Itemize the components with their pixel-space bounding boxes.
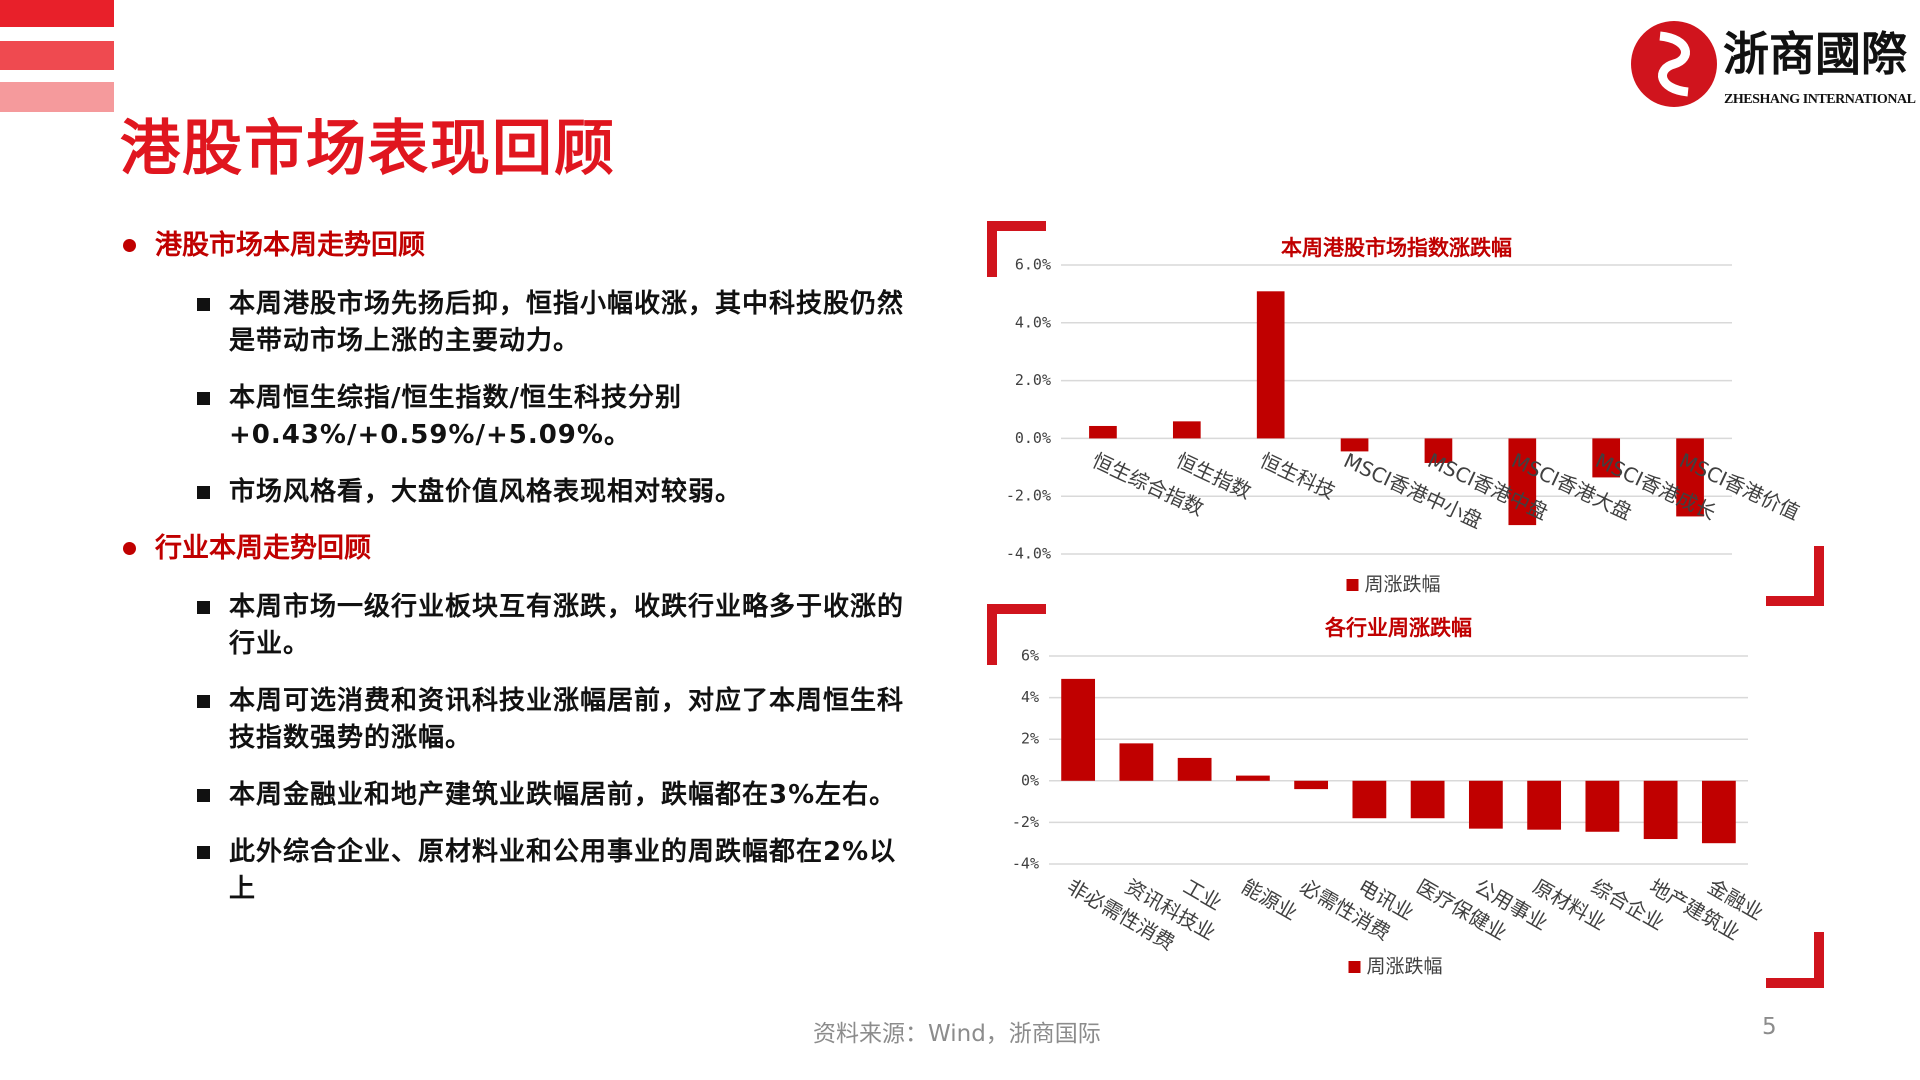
x-tick-label: 恒生科技: [1256, 448, 1339, 504]
top-stripe: [0, 41, 114, 70]
y-tick-label: 6.0%: [1015, 256, 1051, 274]
x-tick-label: 能源业: [1238, 874, 1302, 925]
bracket: [987, 221, 997, 277]
y-tick-label: 0%: [1021, 771, 1039, 789]
bar: [1508, 438, 1537, 526]
y-tick-label: 2%: [1021, 730, 1039, 748]
bracket: [987, 221, 1046, 231]
bar: [1468, 780, 1503, 829]
corner-brackets: [987, 221, 1824, 988]
bracket: [987, 604, 1046, 614]
bar: [1701, 780, 1736, 844]
legend-swatch: [1346, 579, 1359, 591]
slide-title: 港股市场表现回顾: [120, 114, 616, 184]
y-tick-label: 4.0%: [1015, 313, 1051, 331]
bar: [1585, 780, 1620, 832]
bar: [1352, 780, 1387, 819]
logo-swirl: [1658, 31, 1690, 97]
source-note: 资料来源：Wind，浙商国际: [813, 1021, 1101, 1047]
bar: [1235, 775, 1270, 781]
bar: [1592, 438, 1621, 478]
logo-cn: 浙商國際: [1723, 27, 1907, 81]
y-tick-label: -4%: [1012, 855, 1039, 873]
bar: [1177, 757, 1212, 781]
bar: [1424, 438, 1453, 463]
bullet: 此外综合企业、原材料业和公用事业的周跌幅都在2%以上: [197, 834, 919, 908]
section: 港股市场本周走势回顾本周港股市场先扬后抑，恒指小幅收涨，其中科技股仍然是带动市场…: [123, 226, 923, 511]
bracket: [1766, 596, 1824, 606]
section-heading: 行业本周走势回顾: [123, 529, 923, 569]
top-stripe: [0, 82, 114, 112]
bracket: [1766, 978, 1824, 988]
bar: [1172, 421, 1201, 439]
logo: 浙商國際 ZHESHANG INTERNATIONAL: [1631, 21, 1916, 107]
y-tick-label: -2%: [1012, 813, 1039, 831]
bullet: 本周港股市场先扬后抑，恒指小幅收涨，其中科技股仍然是带动市场上涨的主要动力。: [197, 286, 919, 360]
page-number: 5: [1762, 1014, 1777, 1040]
bar: [1527, 780, 1562, 830]
y-tick-label: 2.0%: [1015, 371, 1051, 389]
chart-title: 各行业周涨跌幅: [1324, 616, 1472, 640]
chart-title: 本周港股市场指数涨跌幅: [1281, 236, 1512, 260]
y-tick-label: -2.0%: [1006, 487, 1051, 505]
bar: [1256, 291, 1285, 439]
bar: [1643, 780, 1678, 840]
bar: [1089, 425, 1117, 439]
section-heading: 港股市场本周走势回顾: [123, 226, 923, 266]
y-tick-label: 0.0%: [1015, 429, 1051, 447]
bracket: [987, 604, 997, 665]
legend-swatch: [1348, 961, 1361, 973]
bar: [1676, 438, 1704, 517]
section: 行业本周走势回顾本周市场一级行业板块互有涨跌，收跌行业略多于收涨的行业。 本周可选…: [123, 529, 923, 908]
bar: [1061, 678, 1096, 781]
y-tick-label: 4%: [1021, 688, 1039, 706]
bar: [1340, 438, 1369, 452]
legend-label: 周涨跌幅: [1367, 956, 1443, 978]
x-tick-label: MSCI香港中小盘: [1340, 448, 1486, 533]
bar: [1294, 780, 1329, 790]
bullet: 本周可选消费和资讯科技业涨幅居前，对应了本周恒生科技指数强势的涨幅。: [197, 683, 919, 757]
bracket: [1814, 546, 1824, 606]
y-tick-label: 6%: [1021, 647, 1039, 665]
logo-en: ZHESHANG INTERNATIONAL: [1724, 92, 1916, 107]
bullet: 本周恒生综指/恒生指数/恒生科技分别+0.43%/+0.59%/+5.09%。: [197, 380, 919, 454]
top-stripe: [0, 0, 114, 27]
bracket: [1814, 932, 1824, 988]
bullet: 市场风格看，大盘价值风格表现相对较弱。: [197, 474, 919, 511]
bar: [1119, 743, 1154, 781]
bar: [1410, 780, 1445, 819]
y-tick-label: -4.0%: [1006, 545, 1051, 563]
bullet: 本周市场一级行业板块互有涨跌，收跌行业略多于收涨的行业。: [197, 589, 919, 663]
legend-label: 周涨跌幅: [1365, 574, 1441, 596]
bullet: 本周金融业和地产建筑业跌幅居前，跌幅都在3%左右。: [197, 777, 919, 814]
